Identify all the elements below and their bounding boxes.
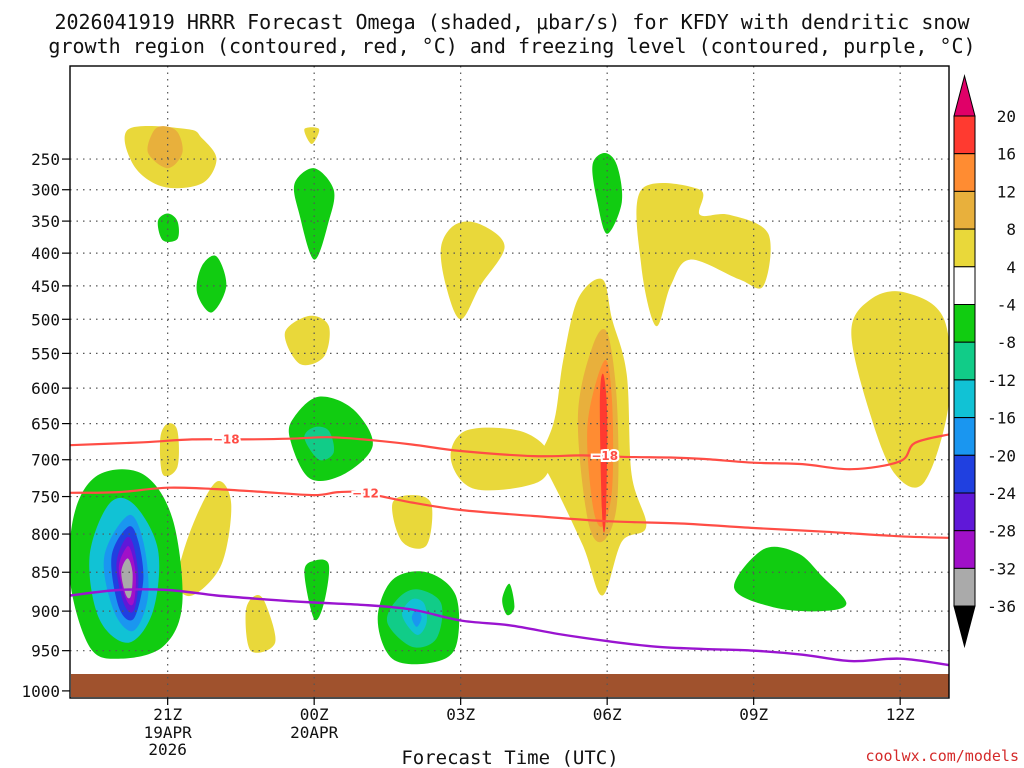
- omega-region: [147, 126, 183, 169]
- colorbar-swatch: [953, 115, 976, 155]
- colorbar-swatch: [953, 228, 976, 268]
- colorbar-swatch: [953, 530, 976, 569]
- colorbar-label: -4: [997, 296, 1016, 315]
- colorbar-label: -24: [987, 484, 1016, 503]
- colorbar-label: 8: [1006, 220, 1016, 239]
- colorbar-swatch: [953, 605, 976, 649]
- colorbar-swatch: [953, 190, 976, 230]
- x-tick-label: 03Z: [446, 705, 475, 724]
- colorbar-label: 20: [997, 107, 1016, 126]
- omega-region: [304, 426, 335, 461]
- y-tick-label: 900: [31, 602, 60, 621]
- x-tick-label: 06Z: [593, 705, 622, 724]
- y-tick-label: 600: [31, 379, 60, 398]
- contours: −18 −18 −12: [70, 430, 949, 667]
- x-tick-label: 21Z: [153, 705, 182, 724]
- y-tick-label: 300: [31, 181, 60, 200]
- colorbar-label: -28: [987, 522, 1016, 541]
- contour-label: −18: [213, 432, 240, 446]
- y-tick-label: 950: [31, 642, 60, 661]
- freezing-level-line: [70, 588, 949, 667]
- omega-region: [734, 546, 847, 612]
- chart-title-line-1: 2026041919 HRRR Forecast Omega (shaded, …: [54, 10, 970, 34]
- omega-region: [599, 373, 608, 533]
- colorbar: 20 16 12 8 4 -4 -8 -12 -16 -20 -24 -28 -32 -36: [953, 74, 1016, 649]
- x-tick-date: 19APR: [144, 723, 193, 742]
- omega-region: [159, 423, 179, 477]
- x-tick-date: 20APR: [290, 723, 339, 742]
- colorbar-swatch: [953, 567, 976, 607]
- dgz-contour-line: [70, 486, 949, 539]
- omega-region: [304, 559, 330, 621]
- colorbar-label: -12: [987, 371, 1016, 390]
- omega-region: [502, 583, 515, 616]
- ground-strip: [71, 674, 949, 697]
- y-tick-label: 850: [31, 563, 60, 582]
- x-tick-label: 09Z: [739, 705, 768, 724]
- colorbar-swatch: [953, 304, 976, 343]
- y-tick-label: 500: [31, 310, 60, 329]
- colorbar-swatch: [953, 266, 976, 305]
- omega-region: [636, 183, 771, 327]
- colorbar-swatch: [953, 492, 976, 532]
- omega-region: [177, 481, 232, 597]
- y-tick-label: 1000: [21, 682, 60, 701]
- colorbar-label: -16: [987, 409, 1016, 428]
- colorbar-label: 16: [997, 145, 1016, 164]
- omega-region: [245, 595, 276, 653]
- omega-region: [392, 495, 433, 549]
- colorbar-label: 12: [997, 182, 1016, 201]
- x-tick-year: 2026: [148, 740, 187, 759]
- y-tick-label: 650: [31, 415, 60, 434]
- grid: [70, 66, 949, 698]
- contour-label: −12: [352, 486, 379, 500]
- colorbar-label: 4: [1006, 258, 1016, 277]
- colorbar-swatch: [953, 74, 976, 117]
- credit-text: coolwx.com/models: [865, 747, 1019, 765]
- omega-region: [284, 315, 330, 366]
- omega-region: [450, 427, 551, 491]
- colorbar-swatch: [953, 341, 976, 381]
- colorbar-label: -36: [987, 597, 1016, 616]
- omega-region: [304, 127, 320, 144]
- y-tick-label: 700: [31, 451, 60, 470]
- y-tick-label: 750: [31, 488, 60, 507]
- colorbar-swatch: [953, 454, 976, 494]
- y-tick-label: 550: [31, 344, 60, 363]
- omega-region: [196, 255, 227, 313]
- y-tick-label: 800: [31, 525, 60, 544]
- x-tick-label: 12Z: [886, 705, 915, 724]
- plot-area: [70, 126, 949, 665]
- colorbar-swatch: [953, 417, 976, 456]
- y-tick-label: 250: [31, 150, 60, 169]
- dgz-contour-line: [70, 433, 949, 471]
- colorbar-label: -20: [987, 446, 1016, 465]
- plot-frame: [69, 65, 950, 699]
- omega-region: [157, 213, 179, 242]
- y-tick-label: 400: [31, 244, 60, 263]
- omega-region: [851, 291, 949, 488]
- colorbar-swatch: [953, 153, 976, 192]
- y-tick-label: 450: [31, 277, 60, 296]
- colorbar-label: -8: [997, 333, 1016, 352]
- chart-title-line-2: growth region (contoured, red, °C) and f…: [48, 34, 975, 58]
- contour-label: −18: [591, 449, 618, 463]
- colorbar-swatch: [953, 379, 976, 419]
- x-axis-title: Forecast Time (UTC): [401, 747, 618, 768]
- omega-region: [293, 168, 335, 260]
- colorbar-label: -32: [987, 559, 1016, 578]
- omega-region: [440, 221, 505, 320]
- y-tick-label: 350: [31, 212, 60, 231]
- y-axis: 250 300 350 400 450 500 550 600 650 700 750 800 850 9…: [21, 150, 70, 701]
- omega-region: [411, 609, 422, 627]
- omega-region: [592, 153, 623, 234]
- x-tick-label: 00Z: [300, 705, 329, 724]
